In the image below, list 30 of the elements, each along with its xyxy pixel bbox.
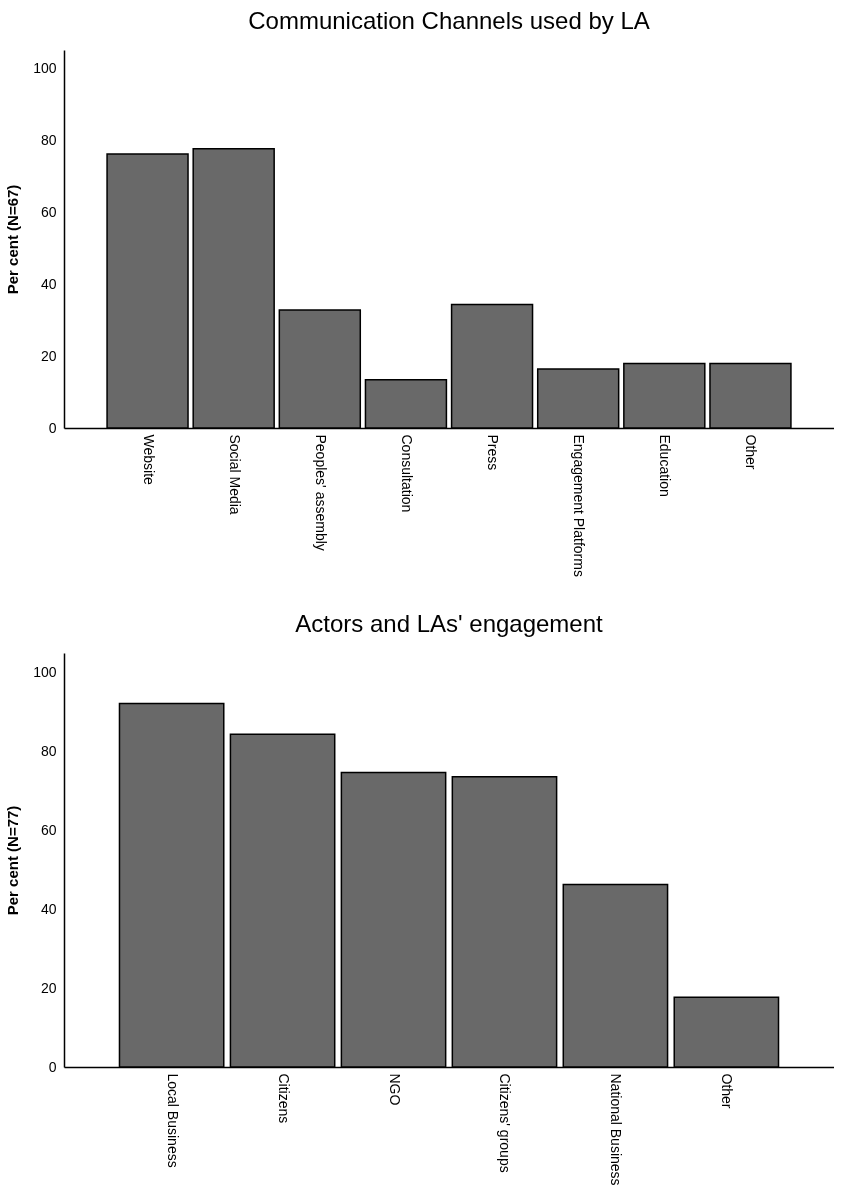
chart-title: Actors and LAs' engagement xyxy=(295,610,604,637)
x-tick-label: Education xyxy=(657,434,674,497)
y-tick-label: 60 xyxy=(40,203,57,220)
y-tick-label: 20 xyxy=(40,347,57,364)
y-tick-label: 20 xyxy=(40,979,57,996)
y-tick-label: 100 xyxy=(33,59,57,76)
x-tick-label: Website xyxy=(140,434,157,486)
x-tick-label: Local Business xyxy=(164,1073,181,1168)
y-axis-title: Per cent (N=77) xyxy=(4,805,22,916)
y-tick-label: 40 xyxy=(40,275,57,292)
x-tick-label: Engagement Platforms xyxy=(571,434,588,577)
y-tick-label: 0 xyxy=(48,1058,57,1075)
x-tick-label: Other xyxy=(719,1073,736,1109)
y-tick-label: 60 xyxy=(40,821,57,838)
x-tick-label: Consultation xyxy=(398,434,415,513)
y-tick-label: 100 xyxy=(33,664,57,681)
y-tick-label: 0 xyxy=(48,419,57,436)
x-tick-label: Press xyxy=(485,434,502,471)
x-tick-label: Peoples' assembly xyxy=(312,434,329,551)
x-tick-label: Citizens' groups xyxy=(497,1073,514,1173)
y-tick-label: 40 xyxy=(40,900,57,917)
x-tick-label: Other xyxy=(743,434,760,470)
chart-title: Communication Channels used by LA xyxy=(248,7,650,34)
x-tick-label: Citizens xyxy=(275,1073,292,1124)
y-axis-title: Per cent (N=67) xyxy=(4,184,22,295)
y-tick-label: 80 xyxy=(40,743,57,760)
x-tick-label: NGO xyxy=(386,1073,403,1106)
x-tick-label: National Business xyxy=(608,1073,625,1186)
y-tick-label: 80 xyxy=(40,131,57,148)
x-tick-label: Social Media xyxy=(226,434,243,515)
